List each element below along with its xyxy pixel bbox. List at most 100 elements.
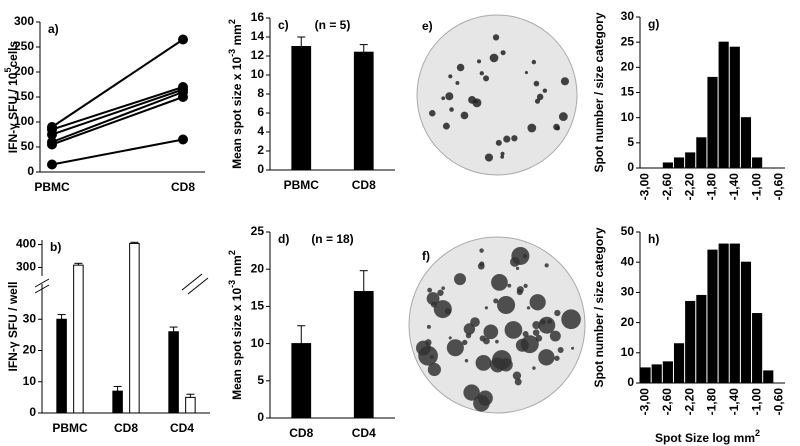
spot [532,366,536,370]
spot [492,34,500,41]
axis-break [34,284,50,294]
spot [554,309,561,317]
spot [489,53,499,63]
panel-label: b) [50,240,61,254]
x-tick-label: -1,80 [705,388,719,416]
point [178,92,188,102]
y-tick-label: 2 [257,143,264,157]
y-axis-label-part: mm [230,255,244,280]
y-tick-label: 25 [251,224,265,238]
spot [483,75,490,82]
x-tick-label: -1,80 [705,173,719,201]
spot [429,109,436,117]
y-tick-label: 100 [14,114,34,128]
line [51,86,184,131]
spot [427,287,433,293]
y-tick-label: 10 [251,336,265,350]
spot [473,395,490,412]
panel-label: g) [648,17,659,31]
spot [511,246,530,265]
y-tick-label: 0 [627,160,634,174]
panel-label: c) [278,18,289,32]
y-axis-label: IFN-γ SFU / well [6,281,20,371]
spot [479,335,486,342]
y-axis-label: Spot number / size category [592,12,606,172]
spot [426,324,431,329]
y-axis-label: Mean spot size x 10-3 mm2 [227,250,244,400]
y-axis-label: Mean spot size x 10-3 mm2 [227,19,244,169]
x-tick-label: CD8 [171,180,195,194]
spot [500,154,505,159]
bar [718,41,729,169]
spot [560,77,570,86]
spot [479,71,484,76]
line [51,88,184,136]
spot [504,321,523,339]
spot [476,59,482,64]
y-tick-label: 8 [257,86,264,100]
spot [533,80,540,87]
y-tick-label: 50 [621,224,635,238]
y-tick-label: 16 [251,10,265,24]
spot [448,336,452,340]
well-image [416,14,578,176]
spot [540,319,546,325]
spot [493,298,499,304]
y-tick-label: 4 [257,124,264,138]
spot [511,135,518,142]
y-axis-label-part: IFN-γ SFU / 10 [6,72,20,153]
y-axis-label-part: -3 [227,280,237,288]
y-axis-label-part: Mean spot size x 10 [230,57,244,169]
spot [424,339,432,346]
bar [662,361,673,384]
spot [515,266,520,271]
x-tick-label: -0,60 [772,173,786,201]
point [47,139,57,150]
y-tick-label: 20 [621,315,635,329]
spot [531,59,537,65]
spot [427,362,441,377]
axis-break [187,277,209,295]
spot [464,359,469,363]
y-tick-label: 0 [29,405,36,419]
spot [495,339,499,344]
spot [448,74,453,79]
axis-break [181,273,203,291]
y-tick-label: 300 [16,260,36,274]
y-tick-label: 14 [251,29,265,43]
y-axis-label-part: Spot number / size category [592,227,606,387]
x-tick-label: -2,20 [682,388,696,416]
spot [445,92,454,101]
spot [495,139,502,146]
y-axis-label-part: Mean spot size x 10 [230,288,244,400]
y-tick-label: 20 [251,261,265,275]
spot [455,80,460,85]
spot [534,98,541,104]
bar [752,157,763,169]
y-tick-label: 10 [251,67,265,81]
x-tick-label: PBMC [52,421,88,435]
y-tick-label: 20 [23,343,37,357]
bar [673,157,685,169]
y-tick-label: 300 [14,14,34,28]
x-tick-label: CD4 [352,426,376,440]
point [178,134,188,145]
spot [463,323,476,335]
line [51,96,184,146]
panel-label: d) [278,232,289,246]
y-tick-label: 25 [621,34,635,48]
spot [500,50,506,56]
y-tick-label: 10 [621,110,635,124]
x-axis-label-part: Spot Size log mm [655,431,755,445]
bar [73,264,84,414]
y-tick-label: 6 [257,105,264,119]
spot [561,309,581,330]
spot [557,346,564,354]
bar [696,137,707,169]
spot [532,321,541,330]
x-tick-label: -2,60 [660,388,674,416]
y-axis-label-part: cells [6,40,20,67]
spot [515,338,529,352]
y-tick-label: 0 [257,162,264,176]
